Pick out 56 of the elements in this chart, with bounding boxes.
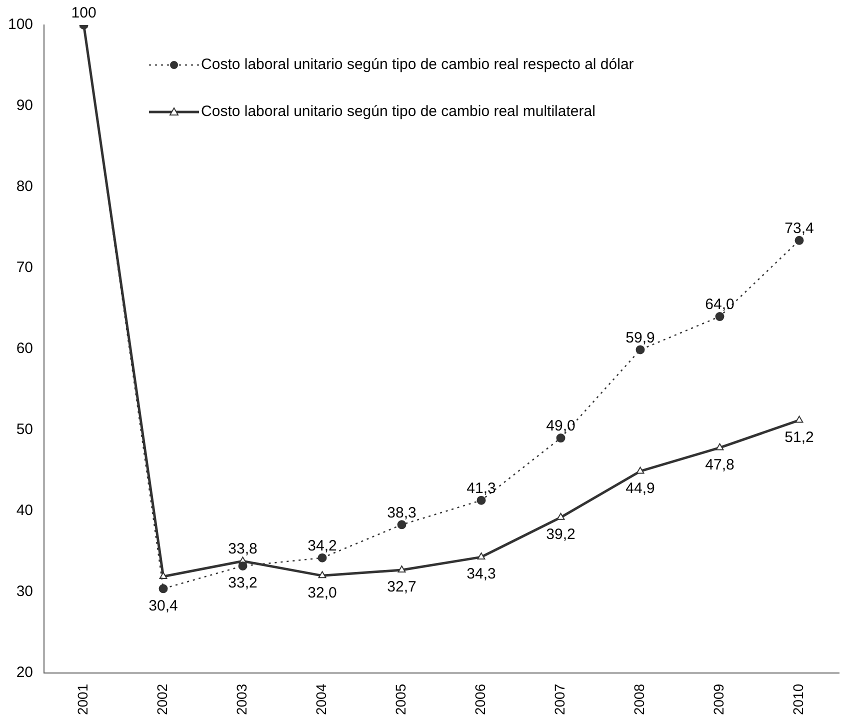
data-label: 44,9 bbox=[626, 480, 655, 497]
data-label: 32,7 bbox=[387, 578, 416, 596]
point bbox=[159, 572, 168, 579]
point bbox=[556, 512, 565, 520]
y-tick-label: 40 bbox=[16, 502, 34, 520]
point bbox=[318, 571, 326, 578]
data-label: 33,2 bbox=[228, 574, 258, 592]
legend-label: Costo laboral unitario según tipo de cambio real respecto al dólar bbox=[201, 56, 634, 74]
point bbox=[477, 552, 486, 560]
data-label: 30,4 bbox=[148, 597, 178, 614]
x-tick-label: 2006 bbox=[472, 684, 488, 716]
data-label: 34,3 bbox=[466, 566, 496, 583]
y-tick-label: 80 bbox=[16, 178, 34, 196]
point bbox=[716, 443, 724, 450]
data-label: 33,8 bbox=[228, 540, 258, 558]
point bbox=[318, 553, 327, 562]
point bbox=[397, 520, 406, 530]
data-label: 73,4 bbox=[784, 220, 814, 238]
y-tick-label: 60 bbox=[16, 340, 34, 358]
data-label: 49,0 bbox=[546, 418, 576, 435]
x-tick-label: 2007 bbox=[552, 684, 568, 716]
data-label: 38,3 bbox=[387, 504, 416, 522]
legend-label: Costo laboral unitario según tipo de cambio real multilateral bbox=[201, 103, 596, 120]
x-tick-label: 2002 bbox=[154, 684, 170, 716]
data-label: 32,0 bbox=[308, 584, 337, 602]
x-tick-label: 2004 bbox=[313, 684, 330, 716]
point bbox=[238, 561, 248, 570]
point bbox=[158, 584, 168, 594]
data-label: 47,8 bbox=[705, 456, 734, 474]
y-tick-label: 50 bbox=[16, 421, 34, 438]
data-label: 39,2 bbox=[546, 526, 576, 544]
x-tick-label: 2003 bbox=[234, 684, 250, 716]
y-tick-label: 30 bbox=[16, 583, 34, 600]
y-tick-label: 90 bbox=[16, 97, 34, 114]
x-tick-label: 2008 bbox=[631, 684, 648, 716]
data-label: 64,0 bbox=[705, 296, 734, 314]
x-tick-label: 2010 bbox=[790, 684, 806, 716]
point bbox=[715, 312, 724, 322]
point bbox=[398, 566, 406, 573]
point bbox=[476, 496, 486, 505]
y-tick-label: 100 bbox=[8, 16, 34, 34]
point bbox=[636, 345, 645, 354]
x-tick-label: 2001 bbox=[74, 684, 91, 716]
x-tick-label: 2005 bbox=[392, 684, 409, 716]
point bbox=[794, 236, 804, 245]
data-label: 34,2 bbox=[308, 538, 337, 554]
y-tick-label: 20 bbox=[16, 664, 34, 681]
y-tick-label: 70 bbox=[16, 259, 34, 276]
point bbox=[795, 416, 804, 423]
point bbox=[556, 434, 566, 443]
data-label: 100 bbox=[71, 4, 96, 22]
data-label: 51,2 bbox=[784, 428, 814, 446]
x-tick-label: 2009 bbox=[710, 684, 727, 716]
data-label: 41,3 bbox=[466, 480, 496, 498]
point bbox=[636, 466, 644, 474]
data-label: 59,9 bbox=[626, 329, 655, 346]
